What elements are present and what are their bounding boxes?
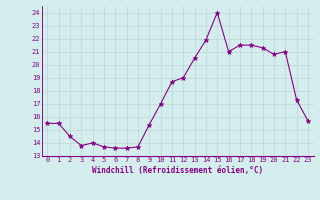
X-axis label: Windchill (Refroidissement éolien,°C): Windchill (Refroidissement éolien,°C) (92, 166, 263, 175)
